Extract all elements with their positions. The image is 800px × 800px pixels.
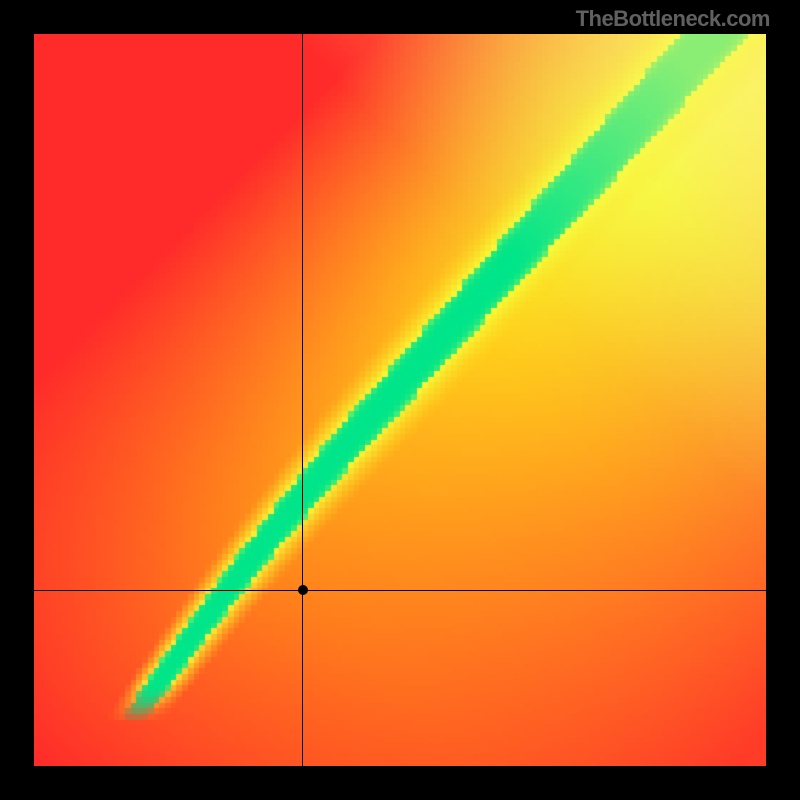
chart-container: TheBottleneck.com: [0, 0, 800, 800]
heatmap-canvas: [34, 34, 766, 766]
watermark-text: TheBottleneck.com: [576, 6, 770, 32]
